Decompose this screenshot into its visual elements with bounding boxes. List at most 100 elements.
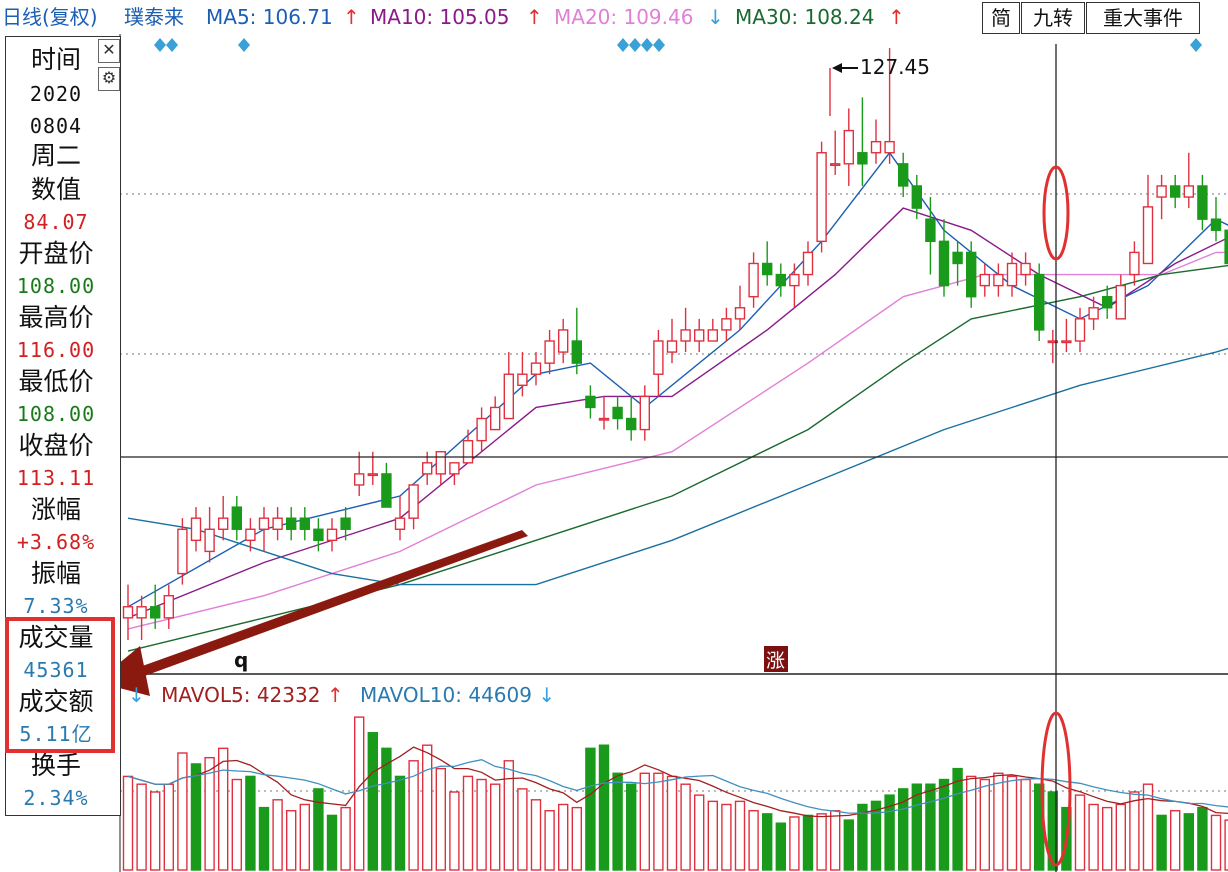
ma5-arrow-icon: ↑ (343, 5, 360, 29)
low-label: 最低价 (18, 367, 94, 396)
candle-body (952, 251, 963, 265)
candle-body (734, 307, 746, 320)
volume-bar (544, 810, 555, 871)
candle-body (1088, 307, 1099, 320)
highlight-ellipse-volume (1040, 711, 1072, 867)
ma10-label: MA10: 105.05 (370, 5, 510, 29)
mavol5-label: MAVOL5: 42332 (161, 683, 321, 707)
diamond-marker (1190, 38, 1202, 52)
volume-bar (884, 794, 895, 871)
amplitude-label: 振幅 (30, 559, 81, 588)
candle-body (558, 329, 569, 353)
candle-body (612, 406, 623, 420)
volume-bar (721, 803, 732, 871)
ma10-arrow-icon: ↑ (526, 5, 543, 29)
candle-body (1047, 340, 1059, 344)
candlestick-chart[interactable]: 127.45 q 涨 (0, 34, 1228, 872)
pointer-arrow-shaft (120, 530, 528, 682)
zhang-marker-bg (764, 646, 788, 672)
volume-value: 45361 (23, 658, 89, 682)
diamond-marker (154, 38, 166, 52)
candle-body (1156, 185, 1167, 198)
candle-body (598, 417, 610, 421)
year-value: 2020 (29, 82, 83, 106)
volume-bar (422, 744, 433, 871)
candle-body (1224, 229, 1228, 265)
candle-body (966, 251, 977, 298)
ma30-arrow-icon: ↑ (888, 5, 905, 29)
volume-legend: ↓ MAVOL5: 42332 ↑ MAVOL10: 44609 ↓ (128, 682, 555, 708)
volume-bar (993, 772, 1004, 871)
zhang-marker: 涨 (766, 650, 785, 672)
volume-bar (1006, 775, 1018, 871)
candle-body (694, 329, 705, 342)
candle-body (122, 606, 134, 619)
volume-bar (1224, 819, 1228, 871)
volume-bar (122, 775, 134, 871)
volume-bar (734, 800, 746, 871)
volume-bar (857, 803, 868, 871)
volume-bar (952, 767, 963, 871)
gear-icon[interactable]: ⚙ (98, 67, 120, 91)
top-markers (154, 38, 1202, 52)
candle-body (245, 528, 256, 542)
volume-bar (462, 775, 474, 871)
q-marker: q (234, 648, 248, 672)
turnover-rate-value: 2.34% (23, 786, 89, 810)
volume-bar (313, 788, 324, 871)
candle-body (490, 406, 501, 431)
candle-body (775, 273, 786, 287)
high-value: 116.00 (16, 338, 96, 362)
candle-body (721, 318, 732, 331)
diamond-marker (617, 38, 629, 52)
turnover-value: 5.11亿 (19, 722, 93, 746)
volume-bar (626, 783, 637, 871)
candle-body (517, 373, 528, 386)
candle-body (258, 517, 270, 530)
volume-bar (1169, 810, 1181, 871)
volume-bar (217, 747, 229, 871)
candle-body (408, 484, 419, 519)
high-label: 最高价 (18, 303, 94, 332)
close-icon[interactable]: ✕ (98, 39, 120, 63)
candle-body (299, 517, 310, 530)
turnover-label: 成交额 (18, 687, 94, 716)
volume-bar (381, 747, 392, 871)
candle-body (272, 517, 283, 530)
volume-bar (653, 772, 664, 871)
simple-button[interactable]: 简 (982, 2, 1020, 34)
candle-body (136, 606, 147, 619)
volume-bar (558, 803, 569, 871)
candle-body (666, 340, 678, 353)
close-label: 收盘价 (18, 431, 94, 460)
diamond-marker (641, 38, 653, 52)
candle-body (286, 517, 297, 530)
major-events-button[interactable]: 重大事件 (1086, 2, 1200, 34)
candle-body (326, 528, 338, 542)
volume-bar (286, 810, 297, 871)
volume-bar (340, 806, 351, 871)
volume-bar (149, 791, 161, 871)
candle-body (544, 340, 555, 364)
candle-body (1033, 273, 1045, 331)
volume-bar (231, 778, 243, 871)
candle-body (857, 152, 868, 165)
volume-bar (911, 783, 922, 871)
mavol10-label: MAVOL10: 44609 (359, 683, 532, 707)
candle-body (476, 417, 487, 442)
candle-body (503, 373, 514, 420)
change-label: 涨幅 (30, 495, 81, 524)
volume-bar (707, 800, 718, 871)
candle-body (843, 129, 854, 165)
volume-bar (177, 752, 188, 871)
candle-body (938, 240, 950, 287)
candle-body (639, 395, 650, 431)
volume-bar (258, 806, 270, 871)
highlight-ellipse-candle (1042, 165, 1070, 261)
ma20-arrow-icon: ↓ (707, 5, 724, 29)
nine-turn-button[interactable]: 九转 (1021, 2, 1085, 34)
candle-body (217, 517, 229, 530)
candle-body (435, 451, 446, 475)
change-value: +3.68% (16, 530, 96, 554)
diamond-marker (166, 38, 178, 52)
